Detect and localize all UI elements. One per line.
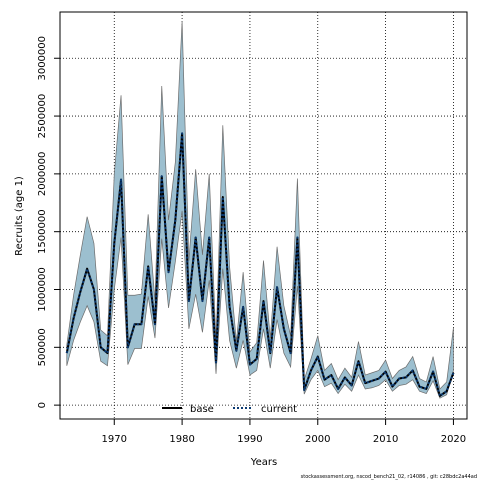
y-tick-label: 0 [37,402,48,408]
y-axis: 0 500000 1000000 1500000 2000000 2500000 30000… [37,36,60,408]
y-tick-label: 500000 [37,328,48,366]
x-tick-label: 2020 [441,434,466,445]
x-axis: 1970 1980 1990 2000 2010 2020 [102,419,466,445]
x-axis-title: Years [250,457,277,468]
footer-note: stockassessment.org, nscod_bench21_02, r… [301,474,477,480]
legend: base current [162,404,297,415]
x-tick-label: 2000 [305,434,330,445]
plot-frame [59,11,468,420]
y-axis-title: Recruits (age 1) [14,176,25,256]
y-tick-label: 1500000 [37,209,48,254]
legend-label-base: base [190,404,214,415]
series-line-base [65,132,455,397]
y-tick-label: 1000000 [37,267,48,312]
series-lines [65,132,455,397]
confidence-band-area [66,21,454,399]
confidence-band [66,21,454,399]
legend-label-current: current [261,404,297,415]
x-tick-label: 2010 [373,434,398,445]
x-tick-label: 1980 [169,434,194,445]
series-line-current [65,132,455,397]
y-tick-label: 2000000 [37,152,48,197]
x-tick-label: 1990 [237,434,262,445]
y-tick-label: 3000000 [37,36,48,81]
y-tick-label: 2500000 [37,94,48,139]
x-tick-label: 1970 [102,434,127,445]
